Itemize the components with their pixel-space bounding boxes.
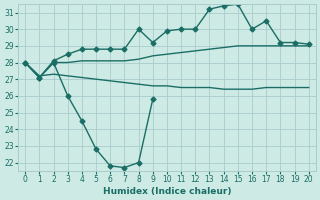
X-axis label: Humidex (Indice chaleur): Humidex (Indice chaleur) [103,187,231,196]
